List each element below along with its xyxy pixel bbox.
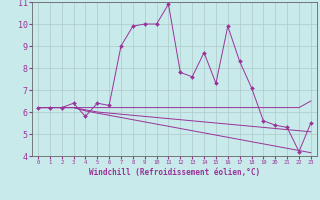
X-axis label: Windchill (Refroidissement éolien,°C): Windchill (Refroidissement éolien,°C) [89, 168, 260, 177]
